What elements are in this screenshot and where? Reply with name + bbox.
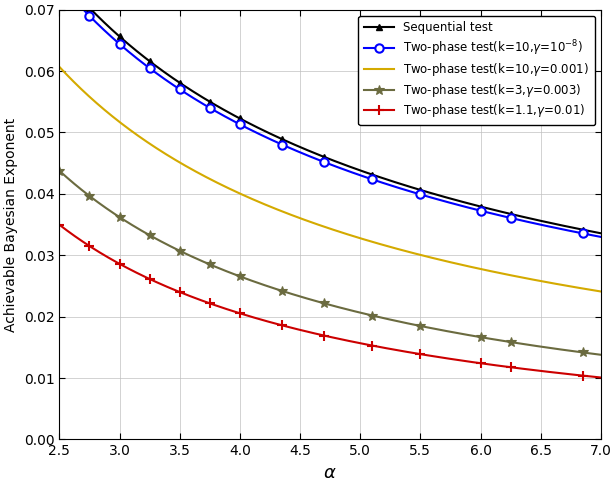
Two-phase test(k=3,$\gamma$=0.003) xyxy=(582,350,589,356)
Line: Two-phase test(k=10,$\gamma$=0.001): Two-phase test(k=10,$\gamma$=0.001) xyxy=(59,67,601,292)
Two-phase test(k=1.1,$\gamma$=0.01) xyxy=(83,242,91,247)
Two-phase test(k=10,$\gamma$=10$^{-8}$) xyxy=(482,209,490,215)
Line: Sequential test: Sequential test xyxy=(59,0,601,233)
Two-phase test(k=10,$\gamma$=10$^{-8}$) xyxy=(83,10,91,16)
Two-phase test(k=3,$\gamma$=0.003) xyxy=(55,168,63,174)
Two-phase test(k=10,$\gamma$=0.001) xyxy=(482,267,490,273)
Sequential test xyxy=(319,154,326,159)
Two-phase test(k=10,$\gamma$=10$^{-8}$) xyxy=(319,158,326,164)
Two-phase test(k=10,$\gamma$=0.001) xyxy=(83,91,91,97)
Two-phase test(k=10,$\gamma$=0.001) xyxy=(582,286,589,292)
Legend: Sequential test, Two-phase test(k=10,$\gamma$=10$^{-8}$), Two-phase test(k=10,$\: Sequential test, Two-phase test(k=10,$\g… xyxy=(359,16,595,125)
Two-phase test(k=1.1,$\gamma$=0.01) xyxy=(55,222,63,227)
Two-phase test(k=1.1,$\gamma$=0.01) xyxy=(582,373,589,379)
Two-phase test(k=3,$\gamma$=0.003) xyxy=(319,300,326,306)
X-axis label: $\alpha$: $\alpha$ xyxy=(323,464,337,482)
Two-phase test(k=1.1,$\gamma$=0.01) xyxy=(482,361,490,367)
Two-phase test(k=3,$\gamma$=0.003) xyxy=(597,352,604,358)
Two-phase test(k=10,$\gamma$=0.001) xyxy=(597,289,604,295)
Two-phase test(k=1.1,$\gamma$=0.01) xyxy=(582,373,589,379)
Sequential test xyxy=(597,230,604,236)
Two-phase test(k=10,$\gamma$=10$^{-8}$) xyxy=(582,231,589,237)
Two-phase test(k=10,$\gamma$=10$^{-8}$) xyxy=(304,153,312,158)
Two-phase test(k=10,$\gamma$=0.001) xyxy=(304,218,312,224)
Two-phase test(k=1.1,$\gamma$=0.01) xyxy=(597,375,604,381)
Sequential test xyxy=(582,227,589,233)
Sequential test xyxy=(304,148,312,154)
Two-phase test(k=10,$\gamma$=10$^{-8}$) xyxy=(597,234,604,240)
Sequential test xyxy=(582,227,589,233)
Two-phase test(k=1.1,$\gamma$=0.01) xyxy=(319,332,326,338)
Sequential test xyxy=(83,2,91,8)
Two-phase test(k=10,$\gamma$=0.001) xyxy=(319,223,326,229)
Two-phase test(k=10,$\gamma$=0.001) xyxy=(55,64,63,69)
Sequential test xyxy=(482,205,490,211)
Line: Two-phase test(k=10,$\gamma$=10$^{-8}$): Two-phase test(k=10,$\gamma$=10$^{-8}$) xyxy=(59,0,601,237)
Two-phase test(k=10,$\gamma$=0.001) xyxy=(582,286,589,292)
Line: Two-phase test(k=3,$\gamma$=0.003): Two-phase test(k=3,$\gamma$=0.003) xyxy=(59,171,601,355)
Line: Two-phase test(k=1.1,$\gamma$=0.01): Two-phase test(k=1.1,$\gamma$=0.01) xyxy=(59,225,601,378)
Y-axis label: Achievable Bayesian Exponent: Achievable Bayesian Exponent xyxy=(4,118,18,331)
Two-phase test(k=3,$\gamma$=0.003) xyxy=(304,296,312,302)
Two-phase test(k=3,$\gamma$=0.003) xyxy=(83,191,91,197)
Two-phase test(k=3,$\gamma$=0.003) xyxy=(482,335,490,341)
Two-phase test(k=3,$\gamma$=0.003) xyxy=(582,350,589,356)
Two-phase test(k=1.1,$\gamma$=0.01) xyxy=(304,329,312,335)
Two-phase test(k=10,$\gamma$=10$^{-8}$) xyxy=(582,231,589,237)
